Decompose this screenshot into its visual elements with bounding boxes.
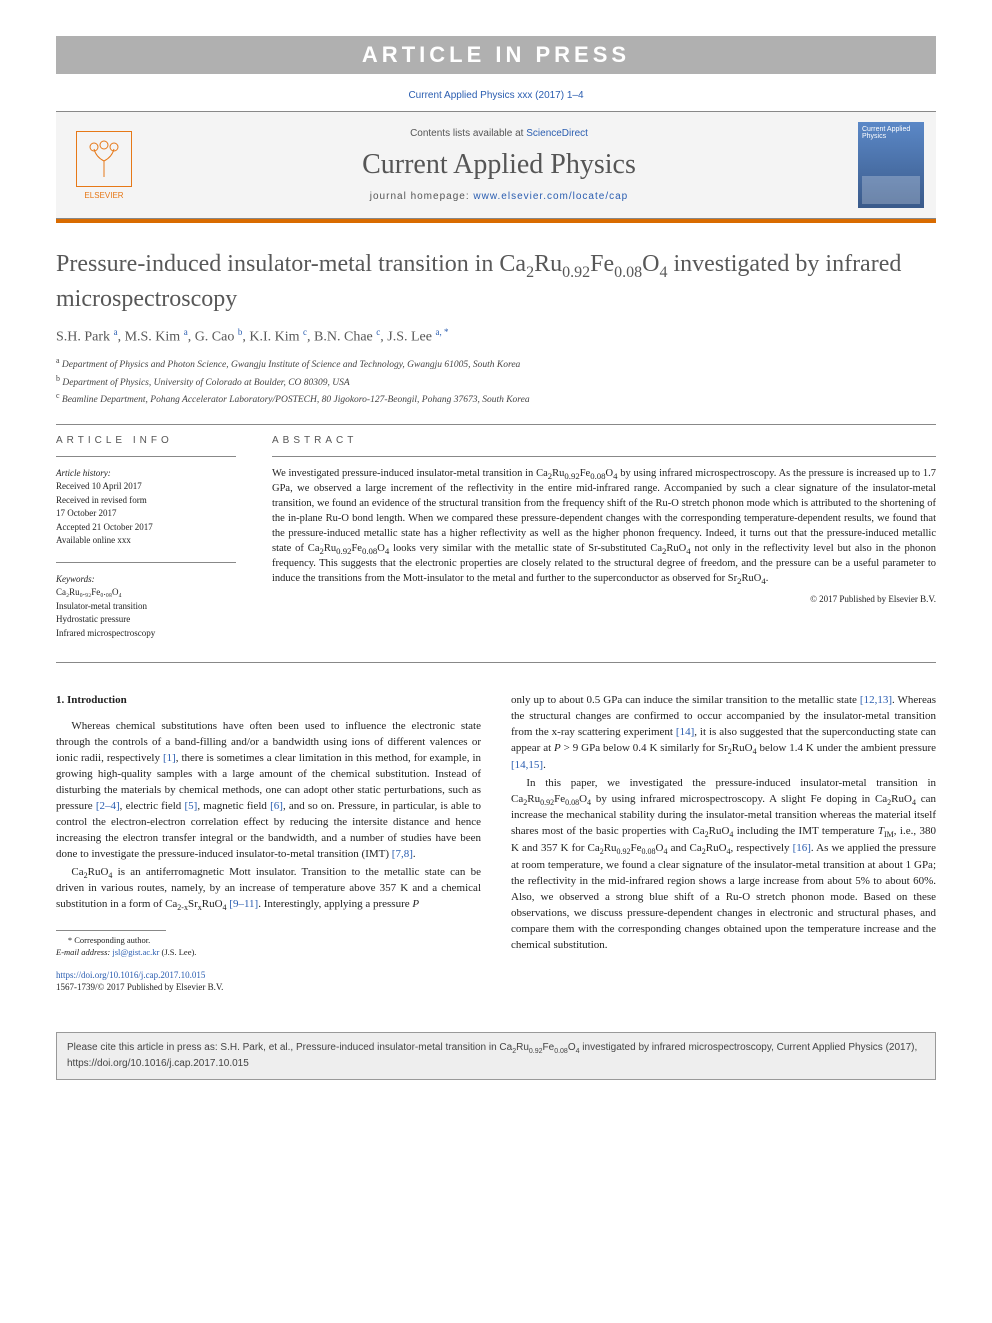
article-history: Article history: Received 10 April 2017R…: [56, 467, 236, 548]
history-line: 17 October 2017: [56, 507, 236, 521]
publisher-name: ELSEVIER: [84, 191, 123, 200]
history-line: Received in revised form: [56, 494, 236, 508]
keyword-line: Hydrostatic pressure: [56, 613, 236, 627]
doi-block: https://doi.org/10.1016/j.cap.2017.10.01…: [56, 969, 481, 994]
doi-link[interactable]: https://doi.org/10.1016/j.cap.2017.10.01…: [56, 970, 205, 980]
abstract-text: We investigated pressure-induced insulat…: [272, 467, 936, 588]
journal-header: ELSEVIER Contents lists available at Sci…: [56, 111, 936, 219]
section-heading-intro: 1. Introduction: [56, 693, 481, 709]
homepage-line: journal homepage: www.elsevier.com/locat…: [156, 191, 842, 202]
journal-cover-thumbnail: Current Applied Physics: [858, 122, 924, 208]
citation-footer-box: Please cite this article in press as: S.…: [56, 1032, 936, 1080]
affiliation-line: c Beamline Department, Pohang Accelerato…: [56, 390, 936, 407]
journal-homepage-link[interactable]: www.elsevier.com/locate/cap: [473, 191, 628, 202]
intro-para-1: Whereas chemical substitutions have ofte…: [56, 719, 481, 862]
intro-para-3: only up to about 0.5 GPa can induce the …: [511, 693, 936, 774]
keyword-line: Ca₂Ru₀.₉₂Fe₀.₀₈O₄: [56, 586, 236, 600]
abstract-copyright: © 2017 Published by Elsevier B.V.: [272, 594, 936, 604]
accent-rule: [56, 219, 936, 223]
journal-name: Current Applied Physics: [156, 149, 842, 181]
intro-para-2: Ca2RuO4 is an antiferromagnetic Mott ins…: [56, 865, 481, 915]
corresponding-email-link[interactable]: jsl@gist.ac.kr: [112, 947, 159, 957]
affiliation-line: a Department of Physics and Photon Scien…: [56, 355, 936, 372]
footnote-separator: [56, 930, 166, 931]
contents-line: Contents lists available at ScienceDirec…: [156, 128, 842, 139]
affiliations: a Department of Physics and Photon Scien…: [56, 355, 936, 407]
intro-para-4: In this paper, we investigated the press…: [511, 776, 936, 954]
article-info-label: ARTICLE INFO: [56, 435, 236, 446]
author-list: S.H. Park a, M.S. Kim a, G. Cao b, K.I. …: [56, 327, 936, 346]
top-citation: Current Applied Physics xxx (2017) 1–4: [56, 90, 936, 101]
elsevier-tree-icon: [76, 131, 132, 187]
keyword-line: Infrared microspectroscopy: [56, 627, 236, 641]
article-in-press-banner: ARTICLE IN PRESS: [56, 36, 936, 74]
article-title: Pressure-induced insulator-metal transit…: [56, 249, 936, 315]
history-line: Available online xxx: [56, 534, 236, 548]
affiliation-line: b Department of Physics, University of C…: [56, 373, 936, 390]
sciencedirect-link[interactable]: ScienceDirect: [526, 128, 588, 139]
history-line: Accepted 21 October 2017: [56, 521, 236, 535]
abstract-label: ABSTRACT: [272, 435, 936, 446]
keyword-line: Insulator-metal transition: [56, 600, 236, 614]
keywords: Keywords: Ca₂Ru₀.₉₂Fe₀.₀₈O₄Insulator-met…: [56, 573, 236, 641]
body-columns: 1. Introduction Whereas chemical substit…: [56, 693, 936, 994]
rule: [56, 424, 936, 425]
history-line: Received 10 April 2017: [56, 480, 236, 494]
corresponding-author-footnote: * Corresponding author. E-mail address: …: [56, 935, 481, 959]
elsevier-logo: ELSEVIER: [68, 123, 140, 207]
